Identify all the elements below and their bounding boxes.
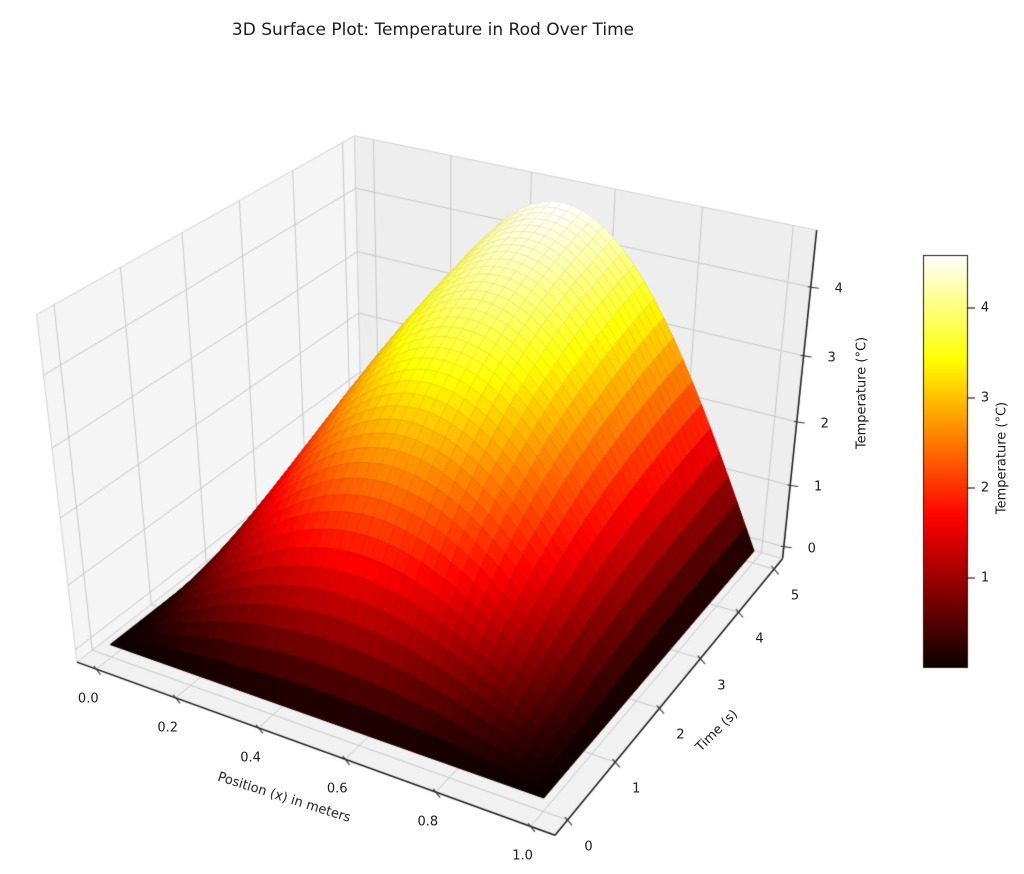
z-axis-label: Temperature (°C) (854, 336, 870, 450)
time-tick-label: 1 (632, 781, 641, 797)
chart-title: 3D Surface Plot: Temperature in Rod Over… (231, 20, 635, 40)
z-tick-label: 3 (827, 350, 836, 366)
colorbar-tick-label: 4 (980, 300, 990, 316)
colorbar-label: Temperature (°C) (994, 401, 1010, 515)
time-tick-label: 3 (717, 678, 726, 694)
z-tick-label: 4 (834, 281, 843, 297)
z-tick-label: 1 (814, 479, 823, 495)
colorbar-tick-label: 1 (980, 570, 990, 586)
x-tick-label: 0.6 (326, 781, 348, 797)
x-tick-label: 0.4 (240, 750, 261, 766)
x-tick-label: 0.2 (157, 720, 179, 736)
time-tick-label: 5 (790, 588, 800, 604)
z-tick-label: 2 (820, 416, 829, 432)
colorbar-tick-label: 3 (980, 390, 990, 406)
colorbar-tick-label: 2 (980, 480, 990, 496)
time-tick-label: 2 (676, 727, 685, 743)
z-tick-label: 0 (807, 541, 816, 557)
time-tick-label: 0 (584, 839, 593, 855)
time-tick-label: 4 (755, 631, 764, 647)
x-tick-label: 0.0 (77, 691, 99, 707)
x-tick-label: 1.0 (512, 848, 533, 864)
x-tick-label: 0.8 (417, 814, 439, 830)
